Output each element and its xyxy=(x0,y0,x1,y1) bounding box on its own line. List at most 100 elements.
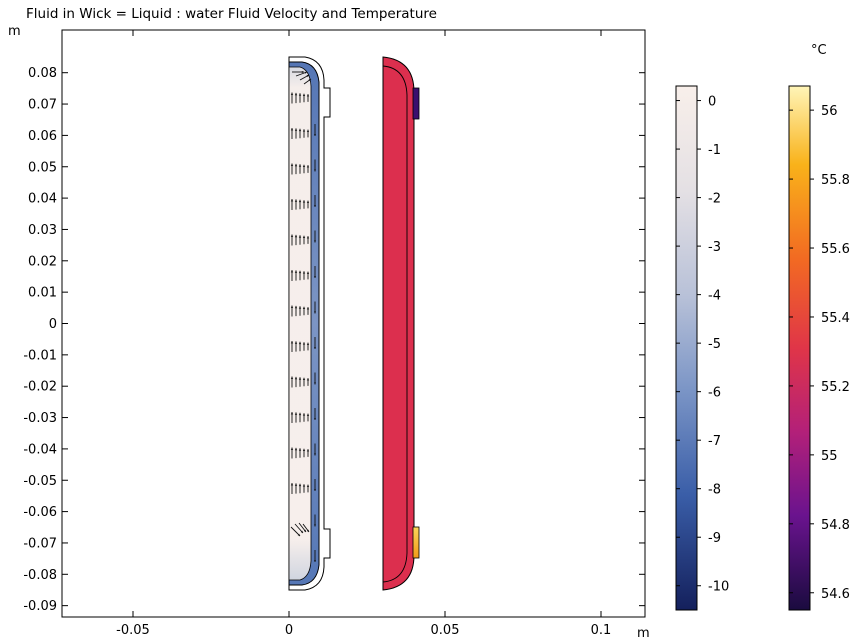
x-tick-label: 0.1 xyxy=(591,623,612,638)
y-tick-label: 0.01 xyxy=(28,286,57,301)
colorbar-tick-label: -4 xyxy=(708,289,721,304)
velocity-arrow-head xyxy=(298,448,302,451)
velocity-colorbar xyxy=(675,85,698,611)
velocity-arrow-head xyxy=(303,529,306,532)
velocity-arrow-head xyxy=(294,447,298,451)
y-tick-label: -0.02 xyxy=(23,380,57,395)
velocity-arrow-head xyxy=(294,234,298,238)
velocity-arrow-head xyxy=(298,270,302,274)
velocity-arrow-head xyxy=(294,163,298,167)
velocity-arrow-head xyxy=(298,412,302,416)
velocity-arrow-head xyxy=(314,205,316,207)
y-tick-label: 0.06 xyxy=(28,129,57,144)
velocity-arrow-head xyxy=(294,92,298,96)
velocity-arrow-head xyxy=(306,200,310,203)
velocity-arrow-head xyxy=(314,240,316,243)
plot-frame xyxy=(61,29,646,618)
velocity-arrow-head xyxy=(304,71,307,74)
velocity-arrow-head xyxy=(302,484,306,487)
velocity-arrow-head xyxy=(290,199,294,202)
velocity-arrow-head xyxy=(306,236,310,239)
velocity-vapor-core xyxy=(288,66,312,581)
velocity-arrow-head xyxy=(314,347,316,349)
y-tick-label: 0.08 xyxy=(28,66,57,81)
velocity-arrow-head xyxy=(302,164,306,168)
y-axis-unit: m xyxy=(8,24,21,39)
colorbar-tick-label: -1 xyxy=(708,143,721,158)
velocity-arrow-head xyxy=(290,234,294,237)
temperature-inner-line xyxy=(382,65,408,583)
y-tick-label: -0.07 xyxy=(23,536,57,551)
y-tick-label: 0.05 xyxy=(28,160,57,175)
y-axis-ticks: 0.08 0.07 0.06 0.05 0.04 0.03 0.02 0.01 0 -0.01 -0… xyxy=(23,66,645,614)
velocity-arrow-head xyxy=(306,129,310,132)
velocity-arrow-head xyxy=(294,270,298,273)
colorbar-tick-label: -5 xyxy=(708,337,721,352)
x-tick-label: 0 xyxy=(285,623,293,638)
temperature-body xyxy=(382,56,415,591)
velocity-arrow-head xyxy=(294,305,298,309)
velocity-arrow-head xyxy=(298,93,302,96)
velocity-arrow-head xyxy=(290,412,294,415)
y-tick-label: -0.03 xyxy=(23,411,57,426)
temperature-cold-patch xyxy=(412,87,420,120)
colorbar-tick-label: 56 xyxy=(821,104,838,119)
velocity-arrow-head xyxy=(290,447,294,450)
velocity-arrow-head xyxy=(306,378,310,381)
colorbar-tick-label: 55.2 xyxy=(821,380,850,395)
y-tick-label: -0.01 xyxy=(23,348,57,363)
y-tick-label: -0.06 xyxy=(23,505,57,520)
velocity-arrow-head xyxy=(298,377,302,380)
velocity-arrow-head xyxy=(314,276,316,278)
velocity-arrow-head xyxy=(306,165,310,168)
velocity-arrow-head xyxy=(290,163,294,166)
velocity-arrow-head xyxy=(302,235,306,239)
temperature-colorbar xyxy=(788,85,811,611)
velocity-arrow-head xyxy=(294,412,298,415)
colorbar-tick-label: 55.4 xyxy=(821,311,850,326)
velocity-arrow-head xyxy=(314,169,316,172)
colorbar-tick-label: 0 xyxy=(708,95,716,110)
velocity-arrow-head xyxy=(306,271,310,274)
velocity-arrow-head xyxy=(290,305,294,308)
velocity-arrow-head xyxy=(302,306,306,310)
velocity-arrow-head xyxy=(302,200,306,203)
velocity-arrow-head xyxy=(302,448,306,452)
velocity-arrow-head xyxy=(306,94,310,97)
y-tick-label: -0.09 xyxy=(23,599,57,614)
velocity-arrow-head xyxy=(290,341,294,344)
velocity-arrow-head xyxy=(298,235,302,238)
velocity-arrow-head xyxy=(297,533,300,536)
velocity-arrow-head xyxy=(314,453,316,456)
velocity-arrow-head xyxy=(302,129,306,132)
velocity-arrow-head xyxy=(294,483,298,486)
velocity-arrow-head xyxy=(302,271,306,274)
colorbar-tick-label: -3 xyxy=(708,240,721,255)
temperature-colorbar-ticks: 56 55.8 55.6 55.4 55.2 55 54.8 54.6 xyxy=(789,104,850,602)
colorbar-tick-label: -9 xyxy=(708,531,721,546)
velocity-arrow-head xyxy=(314,524,316,527)
velocity-arrow-head xyxy=(306,342,310,345)
velocity-arrow-head xyxy=(298,128,302,132)
y-tick-label: 0 xyxy=(49,317,57,332)
colorbar-tick-label: -7 xyxy=(708,434,721,449)
colorbar-tick-label: 55.6 xyxy=(821,242,850,257)
y-tick-label: 0.07 xyxy=(28,98,57,113)
velocity-arrow-head xyxy=(294,128,298,131)
velocity-arrow-head xyxy=(306,413,310,416)
y-tick-label: -0.04 xyxy=(23,442,57,457)
velocity-arrow-head xyxy=(294,376,298,380)
x-axis-ticks: -0.05 0 0.05 0.1 xyxy=(116,30,611,638)
velocity-arrow-head xyxy=(294,341,298,344)
colorbar-tick-label: -2 xyxy=(708,192,721,207)
x-tick-label: -0.05 xyxy=(116,623,150,638)
y-tick-label: 0.03 xyxy=(28,223,57,238)
velocity-domain xyxy=(288,56,331,591)
chart-title: Fluid in Wick = Liquid : water Fluid Vel… xyxy=(26,6,437,22)
colorbar-tick-label: -10 xyxy=(708,580,729,595)
velocity-arrow-head xyxy=(306,307,310,310)
y-tick-label: -0.08 xyxy=(23,568,57,583)
velocity-arrow-head xyxy=(290,92,294,95)
velocity-arrow-head xyxy=(301,70,304,74)
